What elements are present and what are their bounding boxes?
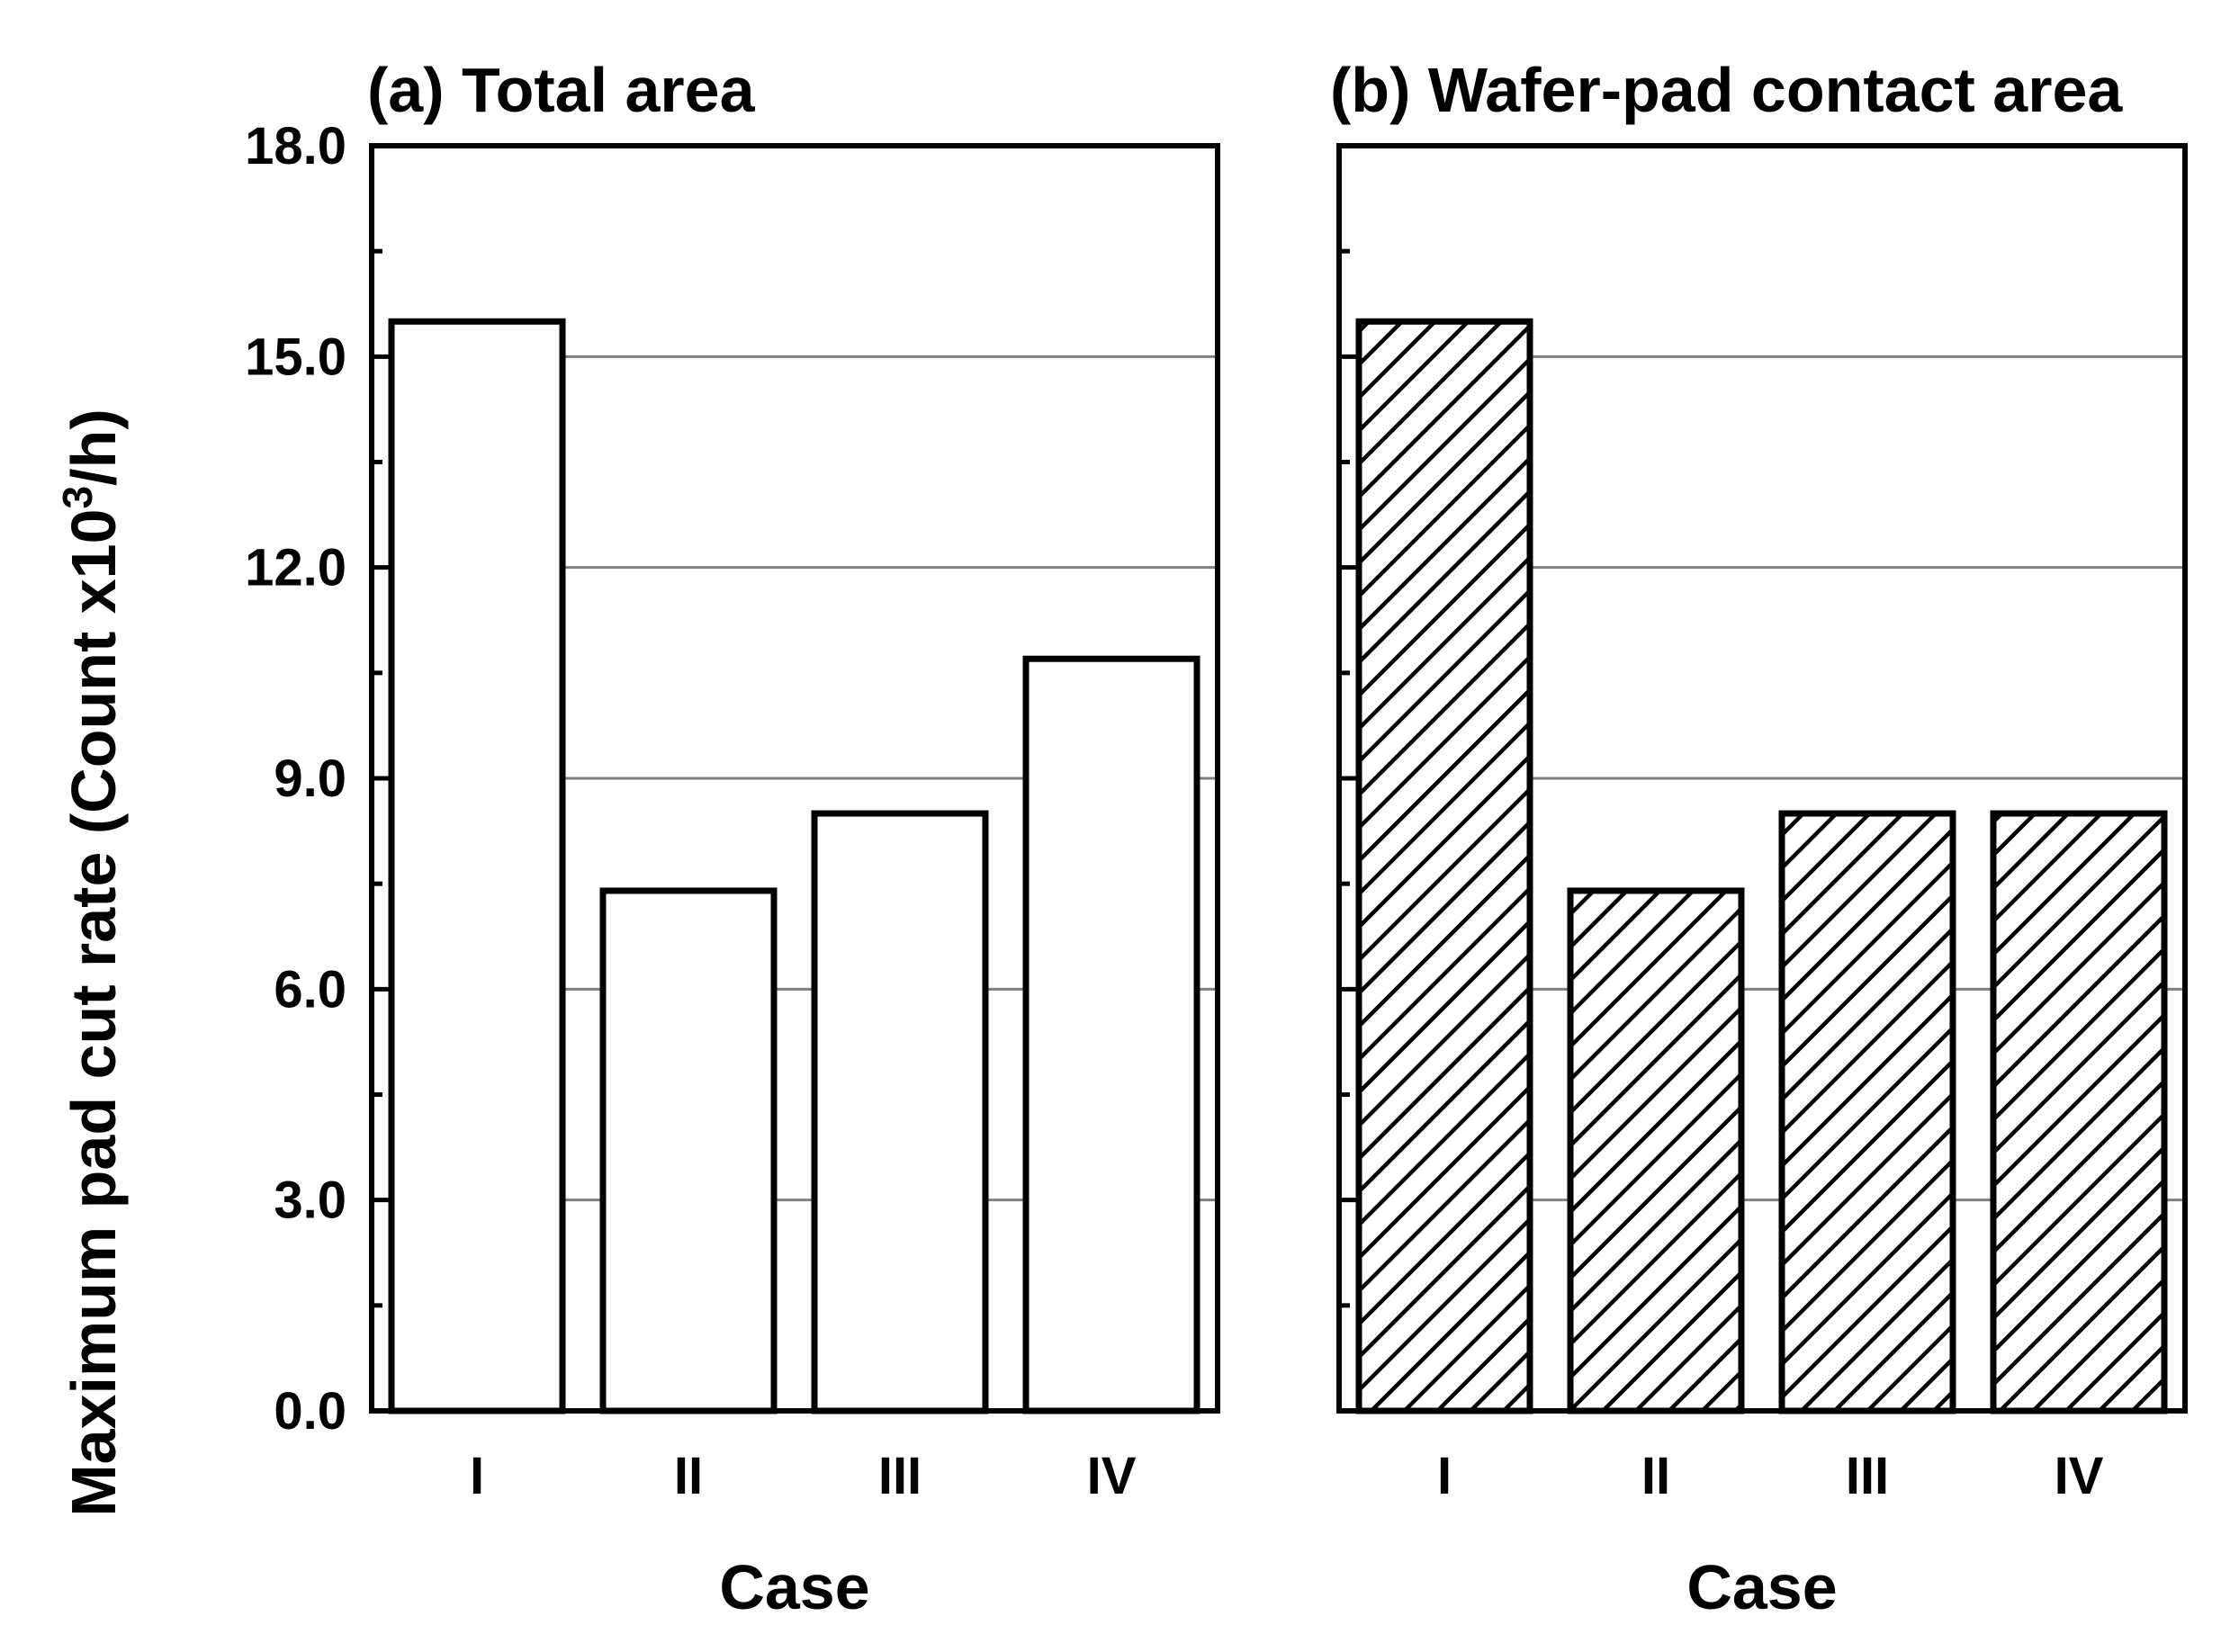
category-label: IV xyxy=(1087,1447,1137,1505)
bar-IV xyxy=(1022,655,1200,1414)
y-tick-label: 12.0 xyxy=(245,539,346,597)
bar-IV xyxy=(1990,810,2168,1414)
bar-III xyxy=(811,810,989,1414)
panel-b-x-axis-title: Case xyxy=(1686,1552,1837,1622)
category-label: I xyxy=(470,1447,484,1505)
category-label: III xyxy=(878,1447,922,1505)
panel-b-bars xyxy=(1355,318,2168,1414)
y-tick-label: 9.0 xyxy=(274,750,346,808)
bar-II xyxy=(599,887,778,1414)
y-tick-label: 3.0 xyxy=(274,1172,346,1230)
category-label: IV xyxy=(2055,1447,2104,1505)
panel-a: (a) Total area 0.03.06.09.012.015.018.0 … xyxy=(245,55,1220,1622)
panel-b: (b) Wafer-pad contact area I II III IV Case xyxy=(1330,55,2188,1622)
y-tick-label: 0.0 xyxy=(274,1382,346,1441)
panel-a-bars xyxy=(388,318,1200,1414)
category-label: I xyxy=(1437,1447,1452,1505)
bar-III xyxy=(1778,810,1956,1414)
category-label: II xyxy=(1641,1447,1670,1505)
panel-b-title: (b) Wafer-pad contact area xyxy=(1330,55,2123,125)
y-tick-label: 15.0 xyxy=(245,328,346,386)
panel-a-category-labels: I II III IV xyxy=(470,1447,1137,1505)
panel-b-category-labels: I II III IV xyxy=(1437,1447,2104,1505)
category-label: II xyxy=(674,1447,703,1505)
bar-I xyxy=(1355,318,1533,1414)
y-axis-title: Maximum pad cut rate (Count x103/h) xyxy=(54,409,129,1516)
panel-a-x-axis-title: Case xyxy=(719,1552,869,1622)
bar-I xyxy=(388,318,566,1414)
y-tick-label: 6.0 xyxy=(274,960,346,1019)
panel-a-ytick-labels: 0.0 3.0 6.0 9.0 12.0 15.0 18.0 xyxy=(245,117,346,1441)
panel-a-ticks xyxy=(372,143,390,1414)
category-label: III xyxy=(1846,1447,1889,1505)
bar-II xyxy=(1567,887,1745,1414)
panel-b-ticks xyxy=(1339,143,1357,1414)
panel-a-title: (a) Total area xyxy=(367,55,756,125)
y-tick-label: 18.0 xyxy=(245,117,346,175)
